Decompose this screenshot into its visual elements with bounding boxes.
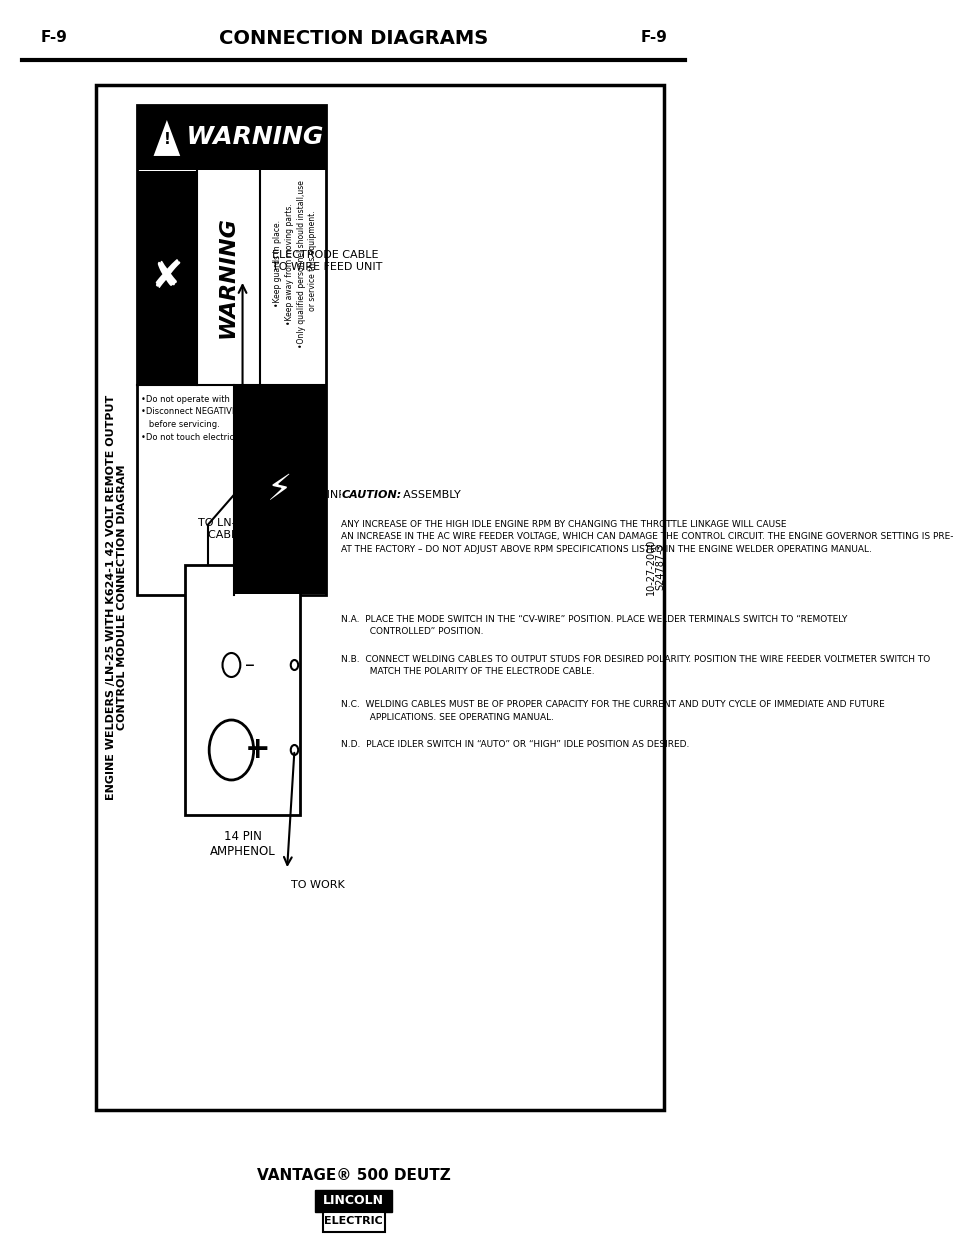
Bar bbox=[322, 1212, 385, 1233]
Bar bbox=[234, 387, 325, 594]
Text: CAUTION:: CAUTION: bbox=[341, 490, 401, 500]
Polygon shape bbox=[152, 117, 181, 157]
Text: !: ! bbox=[163, 131, 171, 147]
Text: N.A.  PLACE THE MODE SWITCH IN THE “CV-WIRE” POSITION. PLACE WELDER TERMINALS SW: N.A. PLACE THE MODE SWITCH IN THE “CV-WI… bbox=[341, 615, 846, 636]
Text: N.D.  PLACE IDLER SWITCH IN “AUTO” OR “HIGH” IDLE POSITION AS DESIRED.: N.D. PLACE IDLER SWITCH IN “AUTO” OR “HI… bbox=[341, 740, 689, 748]
Text: ⚡: ⚡ bbox=[267, 473, 292, 508]
Text: CONTROL MODULE CONNECTION DIAGRAM: CONTROL MODULE CONNECTION DIAGRAM bbox=[116, 464, 127, 730]
Circle shape bbox=[291, 659, 298, 671]
Text: N.C.  WELDING CABLES MUST BE OF PROPER CAPACITY FOR THE CURRENT AND DUTY CYCLE O: N.C. WELDING CABLES MUST BE OF PROPER CA… bbox=[341, 700, 884, 721]
Text: ELECTRODE CABLE
TO WIRE FEED UNIT: ELECTRODE CABLE TO WIRE FEED UNIT bbox=[272, 249, 382, 272]
Text: K626-XX INPUT CABLE ASSEMBLY: K626-XX INPUT CABLE ASSEMBLY bbox=[275, 490, 460, 500]
Text: S24787-3: S24787-3 bbox=[655, 543, 664, 590]
Text: F-9: F-9 bbox=[41, 31, 68, 46]
Text: WARNING: WARNING bbox=[217, 216, 237, 338]
Bar bbox=[138, 170, 195, 384]
Text: –: – bbox=[245, 656, 254, 674]
Text: 14 PIN
AMPHENOL: 14 PIN AMPHENOL bbox=[210, 830, 275, 858]
Circle shape bbox=[222, 653, 240, 677]
Text: WARNING: WARNING bbox=[169, 125, 323, 149]
Text: ENGINE WELDERS /LN-25 WITH K624-1 42 VOLT REMOTE OUTPUT: ENGINE WELDERS /LN-25 WITH K624-1 42 VOL… bbox=[106, 394, 116, 799]
Bar bbox=[185, 564, 300, 815]
Text: N.B.  CONNECT WELDING CABLES TO OUTPUT STUDS FOR DESIRED POLARITY. POSITION THE : N.B. CONNECT WELDING CABLES TO OUTPUT ST… bbox=[341, 655, 929, 677]
Text: •Keep guards in place.
•Keep away from moving parts.
•Only qualified personnel s: •Keep guards in place. •Keep away from m… bbox=[273, 180, 317, 348]
Text: F-9: F-9 bbox=[640, 31, 667, 46]
Text: +: + bbox=[244, 736, 270, 764]
Text: ANY INCREASE OF THE HIGH IDLE ENGINE RPM BY CHANGING THE THROTTLE LINKAGE WILL C: ANY INCREASE OF THE HIGH IDLE ENGINE RPM… bbox=[341, 520, 953, 555]
Text: LINCOLN: LINCOLN bbox=[323, 1194, 384, 1208]
Text: CONNECTION DIAGRAMS: CONNECTION DIAGRAMS bbox=[219, 28, 488, 47]
Circle shape bbox=[209, 720, 253, 781]
Text: •Do not operate with panels open.
•Disconnect NEGATIVE (-) Battery lead
   befor: •Do not operate with panels open. •Disco… bbox=[141, 395, 303, 441]
Text: ✘: ✘ bbox=[151, 258, 183, 296]
Bar bbox=[314, 1191, 392, 1212]
Text: ELECTRIC: ELECTRIC bbox=[324, 1216, 383, 1226]
Text: VANTAGE® 500 DEUTZ: VANTAGE® 500 DEUTZ bbox=[256, 1167, 450, 1182]
Text: TO LN-25 INPUT
CABLE PLUG: TO LN-25 INPUT CABLE PLUG bbox=[198, 519, 287, 540]
Bar bbox=[137, 105, 326, 170]
Circle shape bbox=[291, 745, 298, 755]
Text: TO WORK: TO WORK bbox=[291, 881, 344, 890]
Text: 10-27-2000: 10-27-2000 bbox=[645, 538, 656, 595]
Bar bbox=[96, 85, 663, 1110]
Bar bbox=[137, 105, 326, 595]
